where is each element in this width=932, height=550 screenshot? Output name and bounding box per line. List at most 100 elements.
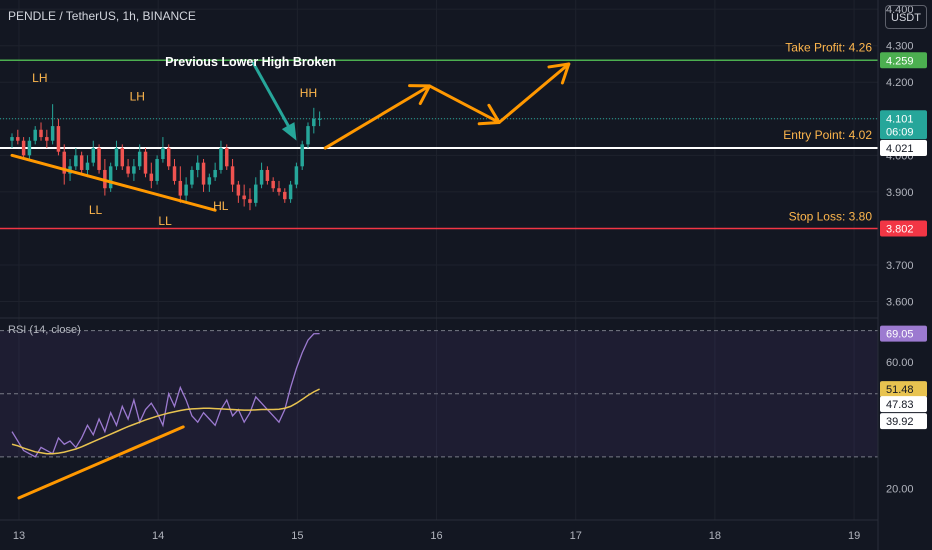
candle-body: [50, 126, 55, 141]
price-tick-label: 3.900: [886, 187, 914, 199]
time-tick-label: 19: [848, 530, 860, 542]
last-price-badge: 06:09: [886, 126, 914, 138]
currency-button[interactable]: USDT: [885, 5, 927, 29]
candle-body: [248, 199, 252, 203]
candle-body: [225, 148, 229, 167]
stop-loss-badge: 3.802: [886, 223, 914, 235]
breakout-arrow-head: [281, 122, 297, 141]
time-tick-label: 13: [13, 530, 25, 542]
swing-label: LH: [32, 71, 47, 85]
candle-body: [126, 166, 130, 174]
rsi-series: [11, 332, 320, 458]
candle-body: [317, 118, 322, 120]
take-profit-badge-bg: [880, 52, 927, 69]
rsi-band-fill: [0, 330, 878, 457]
candle-body: [312, 118, 316, 127]
candle-body: [300, 144, 304, 167]
entry-label: Entry Point: 4.02: [783, 128, 872, 142]
rsi-ma-line: [11, 388, 320, 455]
rsi-value-badge: 69.05: [886, 329, 914, 341]
rsi-level-badge: 39.92: [886, 416, 914, 428]
price-tick-label: 4.200: [886, 77, 914, 89]
candle-body: [56, 126, 61, 152]
price-axis-bg: [878, 0, 932, 550]
time-tick-label: 17: [570, 530, 582, 542]
projection-path: [323, 62, 571, 150]
swing-label: LL: [158, 214, 172, 228]
candle-body: [178, 180, 183, 196]
time-tick-label: 18: [709, 530, 721, 542]
candle-body: [161, 148, 165, 159]
candle-body: [85, 162, 90, 170]
last-price-badge-bg: [880, 110, 927, 140]
candle-body: [230, 166, 235, 185]
swing-label: LH: [130, 90, 145, 104]
price-tick-label: 4.400: [886, 4, 914, 16]
candle-body: [108, 166, 113, 189]
price-tick-label: 3.700: [886, 260, 914, 272]
candlesticks: [10, 104, 322, 211]
candle-body: [114, 148, 119, 167]
candle-body: [306, 126, 310, 145]
trend-drawings: [10, 61, 571, 500]
candle-body: [120, 148, 125, 167]
candle-body: [79, 155, 84, 170]
headline-label: Previous Lower High Broken: [165, 55, 336, 69]
candle-body: [294, 166, 299, 185]
entry-badge: 4.021: [886, 143, 914, 155]
candle-body: [39, 129, 43, 138]
swing-label: HL: [213, 199, 229, 213]
take-profit-label: Take Profit: 4.26: [785, 40, 872, 54]
annotation-labels: Previous Lower High Broken Take Profit: 4…: [32, 40, 872, 227]
candle-body: [277, 188, 281, 192]
candle-body: [254, 184, 258, 203]
candle-body: [184, 184, 188, 196]
candle-body: [271, 180, 275, 189]
candle-body: [97, 148, 101, 170]
price-axis: 3.6003.7003.8003.9004.0004.1004.2004.300…: [877, 0, 932, 550]
rsi-level-badge: 47.83: [886, 399, 914, 411]
level-lines: [0, 59, 878, 230]
candle-body: [265, 169, 270, 181]
candle-body: [201, 162, 206, 185]
rsi-background: [0, 330, 878, 458]
stop-loss-label: Stop Loss: 3.80: [789, 209, 873, 223]
last-price-badge: 4.101: [886, 113, 914, 125]
candle-body: [219, 148, 223, 170]
swing-label: LL: [89, 203, 103, 217]
take-profit-badge: 4.259: [886, 55, 914, 67]
candle-body: [21, 140, 26, 156]
candle-body: [149, 173, 154, 181]
candle-body: [45, 137, 49, 141]
breakout-arrow-shaft: [251, 61, 296, 138]
rsi-tick-label: 60.00: [886, 357, 914, 369]
stop-loss-badge-bg: [880, 220, 927, 237]
candle-body: [33, 129, 37, 141]
candle-body: [213, 169, 217, 178]
rsi-level-badge-bg: [880, 396, 927, 413]
descending-trendline: [10, 153, 217, 212]
candle-body: [166, 148, 171, 167]
candle-body: [190, 169, 194, 185]
candle-body: [195, 162, 200, 170]
candle-body: [143, 151, 148, 174]
candle-body: [236, 184, 241, 196]
time-axis: 13 14 15 16 17 18 19: [0, 519, 878, 542]
candle-body: [207, 177, 212, 185]
candle-body: [10, 137, 14, 141]
rsi-ma-badge: 51.48: [886, 384, 914, 396]
price-tick-label: 4.300: [886, 41, 914, 53]
projection-arrowhead: [477, 103, 501, 126]
rsi-trendline: [17, 425, 185, 500]
candle-body: [132, 166, 136, 174]
candle-body: [137, 151, 142, 167]
candle-body: [288, 184, 293, 200]
candle-body: [27, 140, 32, 156]
candle-body: [62, 151, 66, 174]
rsi-value-badge-bg: [880, 325, 927, 342]
rsi-tick-label: 20.00: [886, 483, 914, 495]
rsi-title[interactable]: RSI (14, close): [8, 324, 81, 336]
entry-badge-bg: [880, 140, 927, 157]
time-tick-label: 14: [152, 530, 164, 542]
